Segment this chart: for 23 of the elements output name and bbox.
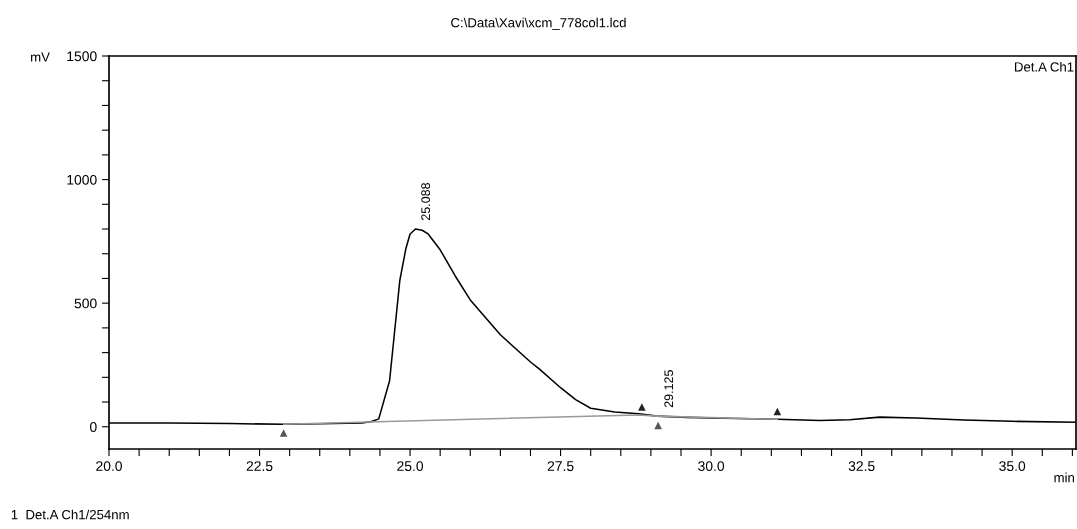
chart-title: C:\Data\Xavi\xcm_778col1.lcd [451, 17, 626, 30]
annotation: 29.125 [664, 370, 674, 408]
x-axis-title: min [1054, 472, 1074, 483]
point [638, 403, 646, 411]
y-tick-label: 0 [90, 422, 97, 432]
point [773, 407, 782, 416]
x-tick-label: 30.0 [698, 461, 725, 472]
point [279, 429, 288, 437]
point [654, 421, 662, 430]
y-tick-label: 1500 [67, 51, 97, 62]
annotation: 25.088 [421, 183, 431, 221]
y-axis-title: mV [31, 52, 50, 62]
x-tick-label: 32.5 [848, 461, 875, 472]
x-tick-label: 25.0 [397, 461, 424, 472]
x-tick-label: 35.0 [999, 461, 1026, 472]
text: 1 Det.A Ch1/254nm [11, 509, 129, 520]
x-tick-label: 22.5 [246, 461, 273, 472]
x-tick-label: 20.0 [96, 461, 122, 472]
y-tick-label: 1000 [67, 174, 97, 185]
y-tick-label: 500 [74, 298, 97, 309]
x-tick-label: 27.5 [547, 461, 574, 472]
annotation: Det.A Ch1 [1015, 61, 1074, 72]
line-series [282, 414, 779, 426]
